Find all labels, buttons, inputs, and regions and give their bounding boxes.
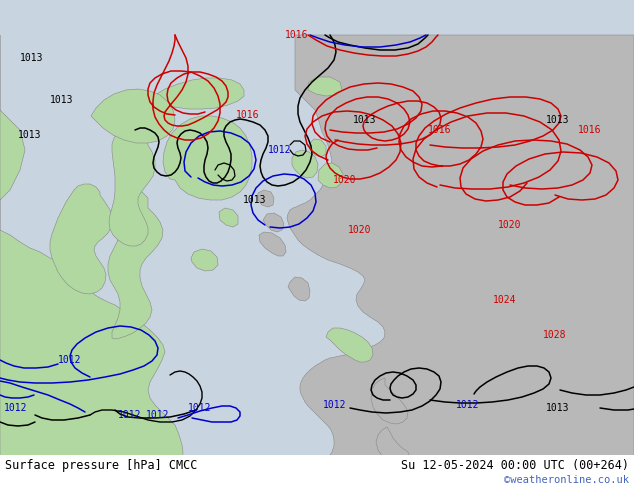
Text: 1013: 1013 [20, 53, 44, 63]
Polygon shape [109, 129, 155, 246]
Polygon shape [0, 35, 183, 490]
Polygon shape [108, 188, 163, 339]
Polygon shape [371, 378, 408, 424]
Text: 1016: 1016 [428, 125, 452, 135]
Text: 1028: 1028 [543, 330, 567, 340]
Text: 1013: 1013 [353, 115, 377, 125]
Text: 1020: 1020 [333, 175, 357, 185]
Text: 1016: 1016 [236, 110, 260, 120]
Polygon shape [152, 78, 244, 109]
Text: 1016: 1016 [578, 125, 602, 135]
Text: 1016: 1016 [285, 30, 309, 40]
Polygon shape [309, 139, 326, 157]
Polygon shape [263, 213, 284, 232]
Polygon shape [191, 249, 218, 271]
Polygon shape [91, 89, 175, 143]
Bar [0, 455, 634, 490]
Polygon shape [259, 232, 286, 256]
Text: 1024: 1024 [493, 295, 517, 305]
Text: ©weatheronline.co.uk: ©weatheronline.co.uk [504, 475, 629, 485]
Text: 1013: 1013 [243, 195, 267, 205]
Text: 1020: 1020 [348, 225, 372, 235]
Text: 1012: 1012 [268, 145, 292, 155]
Text: 1013: 1013 [547, 403, 570, 413]
Text: Surface pressure [hPa] CMCC: Surface pressure [hPa] CMCC [5, 459, 197, 472]
Text: 1012: 1012 [146, 410, 170, 420]
Text: 1020: 1020 [498, 220, 522, 230]
Polygon shape [292, 150, 318, 178]
Text: 1012: 1012 [4, 403, 28, 413]
Polygon shape [326, 328, 373, 362]
Text: Su 12-05-2024 00:00 UTC (00+264): Su 12-05-2024 00:00 UTC (00+264) [401, 459, 629, 472]
Polygon shape [288, 277, 310, 301]
Text: 1013: 1013 [50, 95, 74, 105]
Polygon shape [163, 116, 252, 200]
Polygon shape [50, 184, 113, 294]
Polygon shape [376, 427, 409, 464]
Polygon shape [318, 163, 343, 188]
Polygon shape [219, 208, 238, 227]
Text: 1012: 1012 [456, 400, 480, 410]
Text: 1013: 1013 [547, 115, 570, 125]
Polygon shape [258, 190, 274, 207]
Text: 1012: 1012 [58, 355, 82, 365]
Text: 1012: 1012 [188, 403, 212, 413]
Text: 1012: 1012 [119, 410, 142, 420]
Text: 1012: 1012 [323, 400, 347, 410]
Text: 1013: 1013 [18, 130, 42, 140]
Polygon shape [287, 35, 634, 490]
Polygon shape [308, 77, 342, 96]
